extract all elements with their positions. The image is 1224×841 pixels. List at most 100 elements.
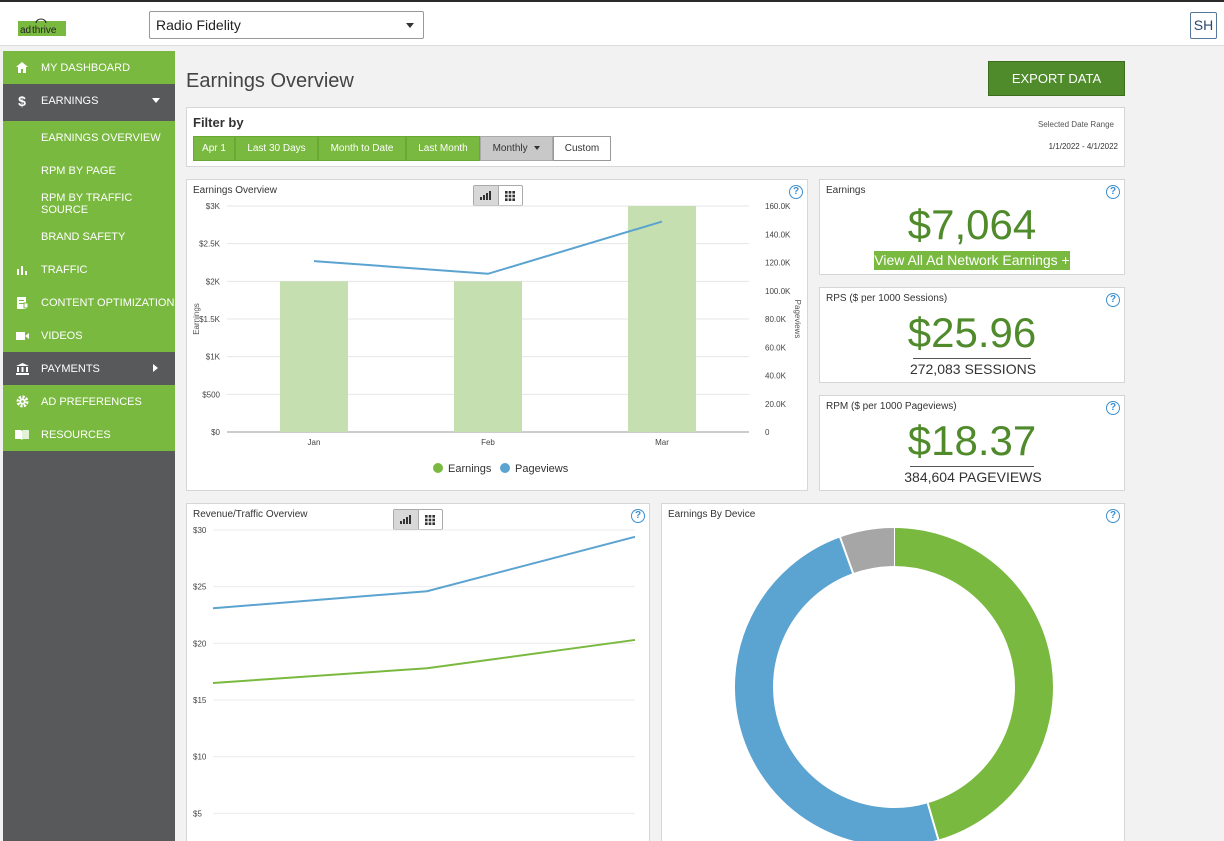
earnings-bar — [628, 206, 696, 432]
table-view-button[interactable] — [419, 510, 443, 529]
help-icon[interactable]: ? — [1106, 401, 1120, 415]
book-icon — [3, 429, 41, 440]
sidebar-item-label: PAYMENTS — [41, 362, 100, 375]
sidebar-item-label: RPM BY PAGE — [41, 164, 116, 177]
help-icon[interactable]: ? — [1106, 509, 1120, 523]
help-icon[interactable]: ? — [1106, 293, 1120, 307]
filter-last-30-days-button[interactable]: Last 30 Days — [235, 136, 318, 161]
y-tick-label: $3K — [206, 202, 221, 211]
y-tick-label: $15 — [193, 696, 207, 705]
help-icon[interactable]: ? — [789, 185, 803, 199]
top-bar: ad thrive Radio Fidelity SH — [0, 0, 1224, 46]
sidebar-item-label: MY DASHBOARD — [41, 61, 131, 74]
y-tick-label: $20 — [193, 639, 207, 648]
sidebar-item-videos[interactable]: VIDEOS — [3, 319, 175, 352]
svg-text:thrive: thrive — [32, 25, 57, 36]
sidebar-item-label: RPM BY TRAFFIC SOURCE — [41, 191, 133, 216]
sidebar-item-rpm-by-page[interactable]: RPM BY PAGE — [3, 154, 175, 187]
series-line — [212, 535, 636, 610]
export-data-button[interactable]: EXPORT DATA — [988, 61, 1125, 96]
x-tick-label: Jan — [308, 438, 321, 447]
legend-pageviews-marker — [500, 463, 510, 473]
sidebar-item-label: RESOURCES — [41, 428, 111, 441]
sidebar-item-ad-preferences[interactable]: AD PREFERENCES — [3, 385, 175, 418]
page-title: Earnings Overview — [186, 70, 354, 92]
rps-card: RPS ($ per 1000 Sessions) ? $25.96 272,0… — [819, 287, 1125, 383]
earnings-overview-card: Earnings Overview ? $0 $500 $1K $1.5K $2K $2.… — [186, 179, 808, 491]
sidebar-item-label: TRAFFIC — [41, 263, 88, 276]
sidebar-item-label: EARNINGS OVERVIEW — [41, 131, 161, 144]
bar-chart-view-button[interactable] — [474, 186, 499, 205]
sidebar-item-label: BRAND SAFETY — [41, 230, 126, 243]
date-range-value: 1/1/2022 - 4/1/2022 — [1048, 142, 1118, 151]
y2-tick-label: 160.0K — [765, 202, 791, 211]
rpm-card: RPM ($ per 1000 Pageviews) ? $18.37 384,… — [819, 395, 1125, 491]
site-select[interactable]: Radio Fidelity — [149, 11, 424, 39]
filter-last-month-button[interactable]: Last Month — [406, 136, 480, 161]
bar-chart-view-button[interactable] — [394, 510, 419, 529]
y2-tick-label: 80.0K — [765, 315, 787, 324]
y2-tick-label: 40.0K — [765, 372, 787, 381]
rps-divider — [913, 358, 1031, 359]
y2-tick-label: 20.0K — [765, 400, 787, 409]
help-icon[interactable]: ? — [1106, 185, 1120, 199]
caret-down-icon — [152, 98, 160, 103]
y2-axis-label: Pageviews — [793, 300, 802, 339]
sidebar-item-my-dashboard[interactable]: MY DASHBOARD — [3, 51, 175, 84]
legend-pageviews-label: Pageviews — [515, 463, 569, 475]
sidebar-item-resources[interactable]: RESOURCES — [3, 418, 175, 451]
slice-separator — [838, 536, 855, 575]
card-title: Earnings — [826, 185, 866, 196]
sidebar: MY DASHBOARD $ EARNINGS EARNINGS OVERVIE… — [3, 51, 175, 841]
y-tick-label: $2K — [206, 277, 221, 286]
site-select-value: Radio Fidelity — [156, 17, 241, 33]
sidebar-item-payments[interactable]: PAYMENTS — [3, 352, 175, 385]
help-icon[interactable]: ? — [631, 509, 645, 523]
svg-text:ad: ad — [20, 25, 31, 36]
chart-title: Earnings By Device — [668, 509, 756, 520]
sidebar-item-label: VIDEOS — [41, 329, 83, 342]
chevron-down-icon — [406, 23, 414, 28]
revenue-traffic-chart: $5 $10 $15 $20 $25 $30 — [193, 526, 636, 818]
pageviews-count: 384,604 PAGEVIEWS — [904, 469, 1042, 485]
sidebar-item-earnings[interactable]: $ EARNINGS — [3, 84, 175, 117]
chart-title: Earnings Overview — [193, 185, 277, 196]
filter-custom-button[interactable]: Custom — [553, 136, 611, 161]
chart-title: Revenue/Traffic Overview — [193, 509, 308, 520]
sidebar-item-brand-safety[interactable]: BRAND SAFETY — [3, 220, 175, 253]
sidebar-item-label: AD PREFERENCES — [41, 395, 142, 408]
y-tick-label: $25 — [193, 583, 207, 592]
user-avatar-button[interactable]: SH — [1190, 12, 1217, 39]
sidebar-item-rpm-by-traffic-source[interactable]: RPM BY TRAFFIC SOURCE — [3, 187, 175, 220]
filter-label: Filter by — [193, 115, 244, 130]
sidebar-item-traffic[interactable]: TRAFFIC — [3, 253, 175, 286]
y2-tick-label: 60.0K — [765, 343, 787, 352]
video-icon — [3, 331, 41, 340]
rpm-divider — [910, 466, 1034, 467]
filter-month-to-date-button[interactable]: Month to Date — [318, 136, 406, 161]
earnings-bar — [280, 281, 348, 432]
sidebar-item-label: CONTENT OPTIMIZATION — [41, 296, 175, 309]
y2-tick-label: 0 — [765, 428, 770, 437]
y-tick-label: $30 — [193, 526, 207, 535]
sidebar-item-earnings-overview[interactable]: EARNINGS OVERVIEW — [3, 121, 175, 154]
earnings-summary-card: Earnings ? $7,064 View All Ad Network Ea… — [819, 179, 1125, 275]
earnings-value: $7,064 — [907, 201, 1037, 248]
donut-slice — [735, 537, 939, 841]
earnings-overview-chart: $0 $500 $1K $1.5K $2K $2.5K $3K 0 20.0K 40.0K 60.0… — [192, 202, 802, 475]
table-view-button[interactable] — [499, 186, 523, 205]
home-icon — [3, 62, 41, 73]
earnings-by-device-card: Earnings By Device ? — [661, 503, 1125, 841]
y-tick-label: $10 — [193, 753, 207, 762]
adthrive-logo[interactable]: ad thrive — [18, 15, 66, 36]
slice-separator — [926, 801, 940, 841]
view-all-ad-network-earnings-link[interactable]: View All Ad Network Earnings + — [874, 251, 1070, 270]
y-tick-label: $5 — [193, 809, 202, 818]
caret-right-icon — [153, 364, 158, 372]
filter-monthly-dropdown[interactable]: Monthly — [480, 136, 553, 161]
date-range-label: Selected Date Range — [1037, 120, 1114, 129]
dollar-icon: $ — [18, 92, 26, 109]
sidebar-item-content-optimization[interactable]: CONTENT OPTIMIZATION — [3, 286, 175, 319]
filter-apr-1-button[interactable]: Apr 1 — [193, 136, 235, 161]
card-title: RPM ($ per 1000 Pageviews) — [826, 401, 957, 412]
